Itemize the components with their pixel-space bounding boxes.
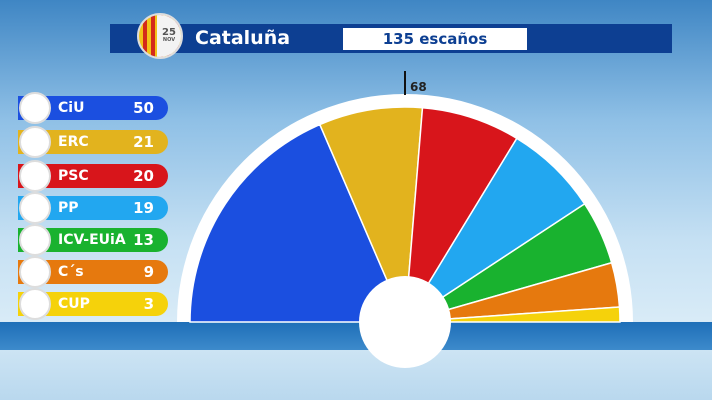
seat-slice-2 (404, 106, 518, 323)
party-logo-icon (19, 92, 51, 124)
legend-item: CiU 50 (18, 92, 168, 124)
legend-item: ICV-EUiA 13 (18, 224, 168, 256)
region-title: Cataluña (195, 27, 291, 49)
party-name: ERC (58, 134, 89, 150)
party-logo-icon (19, 256, 51, 288)
party-logo-icon (19, 288, 51, 320)
party-seats: 50 (133, 99, 154, 117)
party-name: CiU (58, 100, 85, 116)
party-seats: 3 (143, 295, 154, 313)
seat-slice-0 (189, 123, 407, 323)
party-seats: 13 (133, 231, 154, 249)
bottom-band (0, 322, 712, 350)
chart-center-hole (359, 276, 451, 368)
legend-item: CUP 3 (18, 288, 168, 320)
legend-item: PSC 20 (18, 160, 168, 192)
legend-item: C´s 9 (18, 256, 168, 288)
seat-slice-1 (318, 106, 424, 323)
party-name: C´s (58, 264, 84, 280)
party-name: PP (58, 200, 79, 216)
total-seats-label: 135 escaños (343, 28, 527, 50)
seat-slice-6 (404, 306, 621, 323)
party-name: ICV-EUiA (58, 232, 126, 248)
party-seats: 21 (133, 133, 154, 151)
party-seats: 9 (143, 263, 154, 281)
party-logo-icon (19, 126, 51, 158)
legend-item: ERC 21 (18, 126, 168, 158)
legend-item: PP 19 (18, 192, 168, 224)
party-name: PSC (58, 168, 89, 184)
majority-label: 68 (410, 80, 427, 94)
party-name: CUP (58, 296, 90, 312)
party-logo-icon (19, 192, 51, 224)
catalonia-date-badge: 25 NOV (137, 13, 183, 59)
party-seats: 20 (133, 167, 154, 185)
party-seats: 19 (133, 199, 154, 217)
party-logo-icon (19, 224, 51, 256)
party-logo-icon (19, 160, 51, 192)
